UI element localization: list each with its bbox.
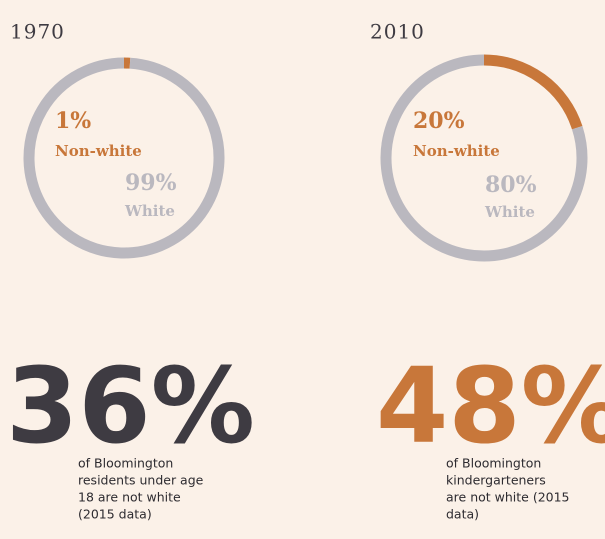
stat-text: 18 are not white <box>78 490 181 505</box>
stat-text: are not white (2015 <box>446 490 570 505</box>
stat-text: (2015 data) <box>78 507 152 522</box>
chart-title: 1970 <box>10 20 65 44</box>
slice-category-label: White <box>124 202 175 220</box>
slice-category-label: Non-white <box>413 142 500 160</box>
slice-category-label: Non-white <box>55 142 142 160</box>
stat-text: of Bloomington <box>78 456 173 471</box>
donut-slice <box>23 57 225 259</box>
slice-category-label: White <box>484 203 535 221</box>
chart-title: 2010 <box>370 20 425 44</box>
slice-value-label: 20% <box>413 108 465 134</box>
stat-text: residents under age <box>78 473 204 488</box>
stat-value: 36% <box>6 345 255 467</box>
slice-value-label: 1% <box>55 108 91 134</box>
stat-value: 48% <box>376 345 605 467</box>
stat-text: of Bloomington <box>446 456 541 471</box>
donut-slice <box>483 54 583 130</box>
stat-text: kindergarteners <box>446 473 546 488</box>
donut-slice <box>380 54 588 262</box>
stat-text: data) <box>446 507 479 522</box>
slice-value-label: 99% <box>125 170 177 196</box>
slice-value-label: 80% <box>485 172 537 198</box>
